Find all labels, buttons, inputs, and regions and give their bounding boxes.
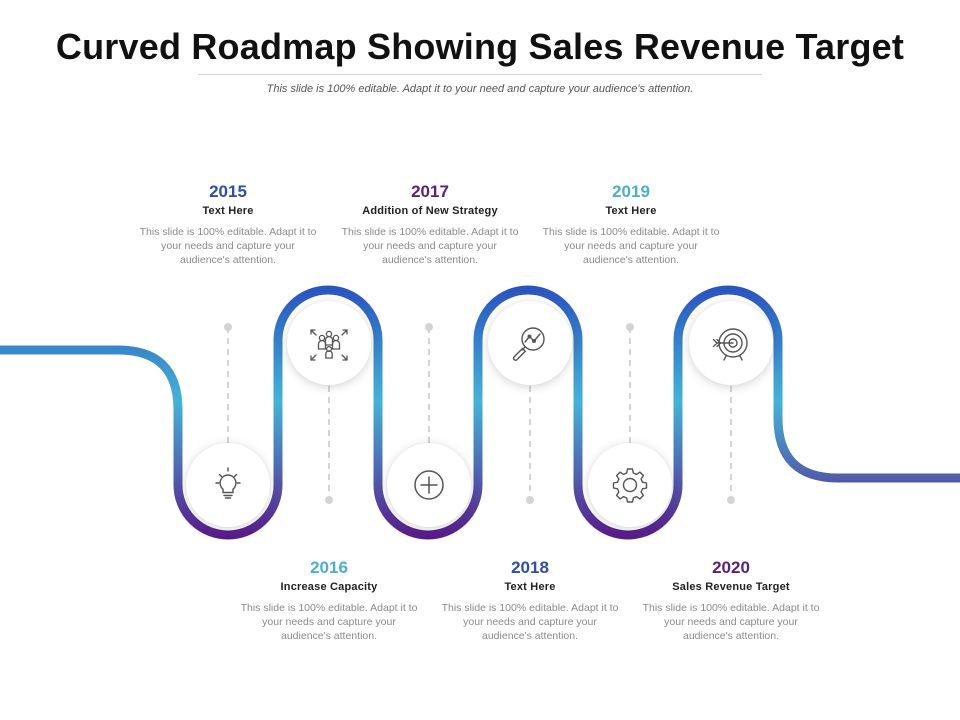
milestone-heading: Text Here [202, 205, 254, 217]
milestone-description: This slide is 100% editable. Adapt it to… [139, 226, 317, 266]
milestone-2015: 2015 Text Here This slide is 100% editab… [138, 182, 318, 267]
magnifier-chart-icon [512, 327, 545, 361]
milestone-year: 2016 [310, 558, 348, 577]
milestone-description: This slide is 100% editable. Adapt it to… [542, 226, 720, 266]
guide-dot [526, 496, 534, 504]
milestone-year: 2019 [612, 182, 650, 201]
milestone-year: 2018 [511, 558, 549, 577]
plus-circle-icon [414, 470, 444, 500]
milestone-2018: 2018 Text Here This slide is 100% editab… [440, 558, 620, 643]
milestone-2017: 2017 Addition of New Strategy This slide… [340, 182, 520, 267]
target-arrow-icon [712, 328, 748, 361]
milestone-description: This slide is 100% editable. Adapt it to… [441, 602, 619, 642]
milestone-circle-2015 [186, 443, 270, 527]
milestone-heading: Text Here [504, 581, 556, 593]
guide-dot [325, 496, 333, 504]
slide-title: Curved Roadmap Showing Sales Revenue Tar… [55, 26, 905, 67]
milestone-circle-2020 [689, 301, 773, 385]
guide-dot [425, 323, 433, 331]
milestone-circle-2016 [287, 301, 371, 385]
milestone-heading: Addition of New Strategy [362, 205, 498, 217]
milestone-circle-2017 [387, 443, 471, 527]
milestone-circle-2019 [588, 443, 672, 527]
title-divider [198, 74, 762, 75]
milestone-2016: 2016 Increase Capacity This slide is 100… [239, 558, 419, 643]
slide-subtitle: This slide is 100% editable. Adapt it to… [266, 83, 694, 95]
guide-dot [224, 323, 232, 331]
guide-dot [626, 323, 634, 331]
milestone-heading: Increase Capacity [280, 581, 378, 593]
people-expand-icon [310, 329, 348, 361]
milestone-year: 2020 [712, 558, 750, 577]
milestone-heading: Sales Revenue Target [672, 581, 790, 593]
milestone-description: This slide is 100% editable. Adapt it to… [341, 226, 519, 266]
milestone-2019: 2019 Text Here This slide is 100% editab… [541, 182, 721, 267]
milestone-description: This slide is 100% editable. Adapt it to… [642, 602, 820, 642]
milestone-description: This slide is 100% editable. Adapt it to… [240, 602, 418, 642]
milestone-heading: Text Here [605, 205, 657, 217]
lightbulb-icon [215, 467, 241, 499]
gear-icon [612, 468, 648, 503]
guide-dot [727, 496, 735, 504]
milestone-circle-2018 [488, 301, 572, 385]
milestone-2020: 2020 Sales Revenue Target This slide is … [641, 558, 821, 643]
milestone-year: 2015 [209, 182, 247, 201]
roadmap-path [0, 285, 960, 540]
milestone-year: 2017 [411, 182, 449, 201]
